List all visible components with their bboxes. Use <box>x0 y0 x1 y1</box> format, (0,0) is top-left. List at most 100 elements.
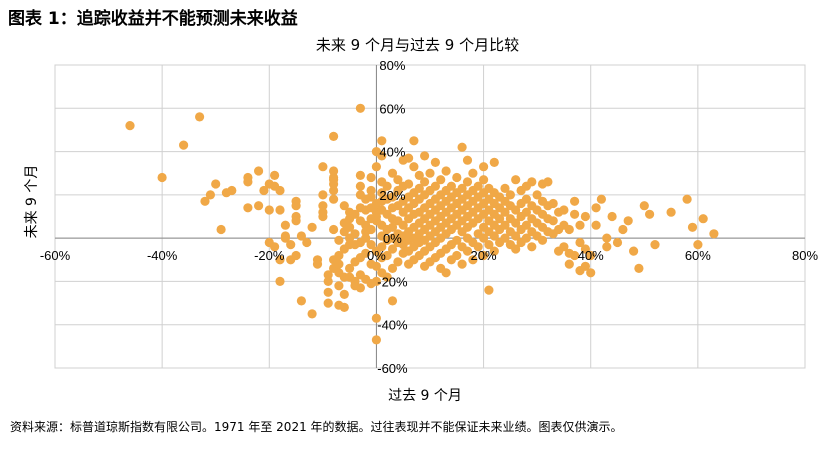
scatter-point <box>296 296 306 306</box>
scatter-point <box>275 205 285 215</box>
scatter-point <box>468 255 478 265</box>
scatter-point <box>382 272 392 282</box>
scatter-point <box>291 250 301 261</box>
x-tick-label: -60% <box>40 248 71 263</box>
scatter-point <box>462 246 473 256</box>
scatter-point <box>511 205 521 215</box>
scatter-point <box>243 177 253 187</box>
scatter-point <box>457 259 467 269</box>
scatter-point <box>420 151 430 161</box>
scatter-point <box>387 296 398 306</box>
scatter-point <box>280 220 290 230</box>
scatter-point <box>452 235 462 245</box>
scatter-point <box>355 283 365 293</box>
scatter-point <box>195 112 205 122</box>
scatter-point <box>468 168 478 178</box>
scatter-point <box>270 242 280 252</box>
scatter-point <box>687 222 698 232</box>
scatter-point <box>639 201 649 211</box>
y-tick-label: -20% <box>377 274 408 289</box>
scatter-point <box>543 177 553 187</box>
scatter-point <box>489 246 499 256</box>
scatter-point <box>537 235 548 245</box>
y-tick-label: -60% <box>377 361 408 376</box>
figure-title: 图表 1：追踪收益并不能预测未来收益 <box>8 9 298 29</box>
scatter-point <box>254 166 264 176</box>
scatter-point <box>693 240 703 250</box>
scatter-point <box>505 190 515 200</box>
scatter-point <box>521 220 532 230</box>
y-tick-label: -40% <box>377 318 408 333</box>
scatter-point <box>366 224 376 235</box>
scatter-point <box>280 233 290 243</box>
scatter-point <box>548 198 558 209</box>
scatter-point <box>377 242 387 252</box>
scatter-point <box>591 203 601 213</box>
scatter-point <box>425 168 435 178</box>
scatter-point <box>473 181 483 191</box>
scatter-point <box>511 218 521 228</box>
y-axis-title: 未来 9 个月 <box>24 165 40 239</box>
scatter-point <box>302 237 312 248</box>
scatter-point <box>334 259 344 269</box>
scatter-point <box>387 168 398 178</box>
scatter-point <box>275 185 285 196</box>
scatter-point <box>382 250 392 261</box>
tick-labels: -60% -40% -20% 0% 20% 40% 60% 80% 80% 60% 40% 20% 0%… <box>40 58 819 376</box>
scatter-point <box>157 172 167 183</box>
scatter-point <box>366 172 376 183</box>
x-axis-title: 过去 9 个月 <box>388 388 462 404</box>
scatter-point <box>575 220 585 230</box>
y-tick-label: 80% <box>379 58 405 73</box>
scatter-point <box>511 244 521 254</box>
scatter-point <box>623 216 633 226</box>
scatter-point <box>275 276 285 286</box>
scatter-point <box>682 194 692 204</box>
scatter-point <box>377 188 387 198</box>
scatter-point <box>371 276 381 286</box>
scatter-point <box>527 242 537 252</box>
x-tick-label: 0% <box>367 248 386 263</box>
scatter-point <box>318 162 328 172</box>
scatter-point <box>404 179 414 189</box>
scatter-point <box>500 233 510 243</box>
scatter-point <box>205 190 215 200</box>
scatter-point <box>366 185 376 196</box>
scatter-point <box>409 136 419 146</box>
scatter-point <box>698 214 708 224</box>
scatter-point <box>420 177 430 187</box>
scatter-point <box>350 209 360 219</box>
scatter-point <box>339 302 349 312</box>
scatter-point <box>227 185 237 196</box>
scatter-point <box>393 257 403 267</box>
scatter-point <box>334 250 344 261</box>
scatter-point <box>564 224 574 235</box>
scatter-point <box>645 209 655 219</box>
scatter-point <box>179 140 189 150</box>
scatter-point <box>259 185 269 196</box>
data-points <box>125 103 719 345</box>
scatter-point <box>511 231 521 241</box>
scatter-point <box>559 242 569 252</box>
scatter-point <box>371 261 381 271</box>
scatter-point <box>629 246 639 256</box>
scatter-point <box>564 259 574 269</box>
scatter-point <box>275 255 285 265</box>
scatter-point <box>254 201 264 211</box>
scatter-point <box>441 268 451 278</box>
scatter-point <box>586 268 596 278</box>
scatter-point <box>366 192 376 202</box>
y-tick-label: 20% <box>379 188 405 203</box>
scatter-point <box>334 281 344 291</box>
scatter-point <box>500 207 510 217</box>
scatter-point <box>548 216 558 226</box>
scatter-point <box>377 136 387 146</box>
scatter-point <box>489 231 499 241</box>
scatter-point <box>307 309 317 319</box>
scatter-point <box>318 207 328 217</box>
scatter-point <box>521 233 532 243</box>
scatter-point <box>484 240 494 250</box>
scatter-point <box>329 194 339 204</box>
scatter-point <box>521 207 532 217</box>
